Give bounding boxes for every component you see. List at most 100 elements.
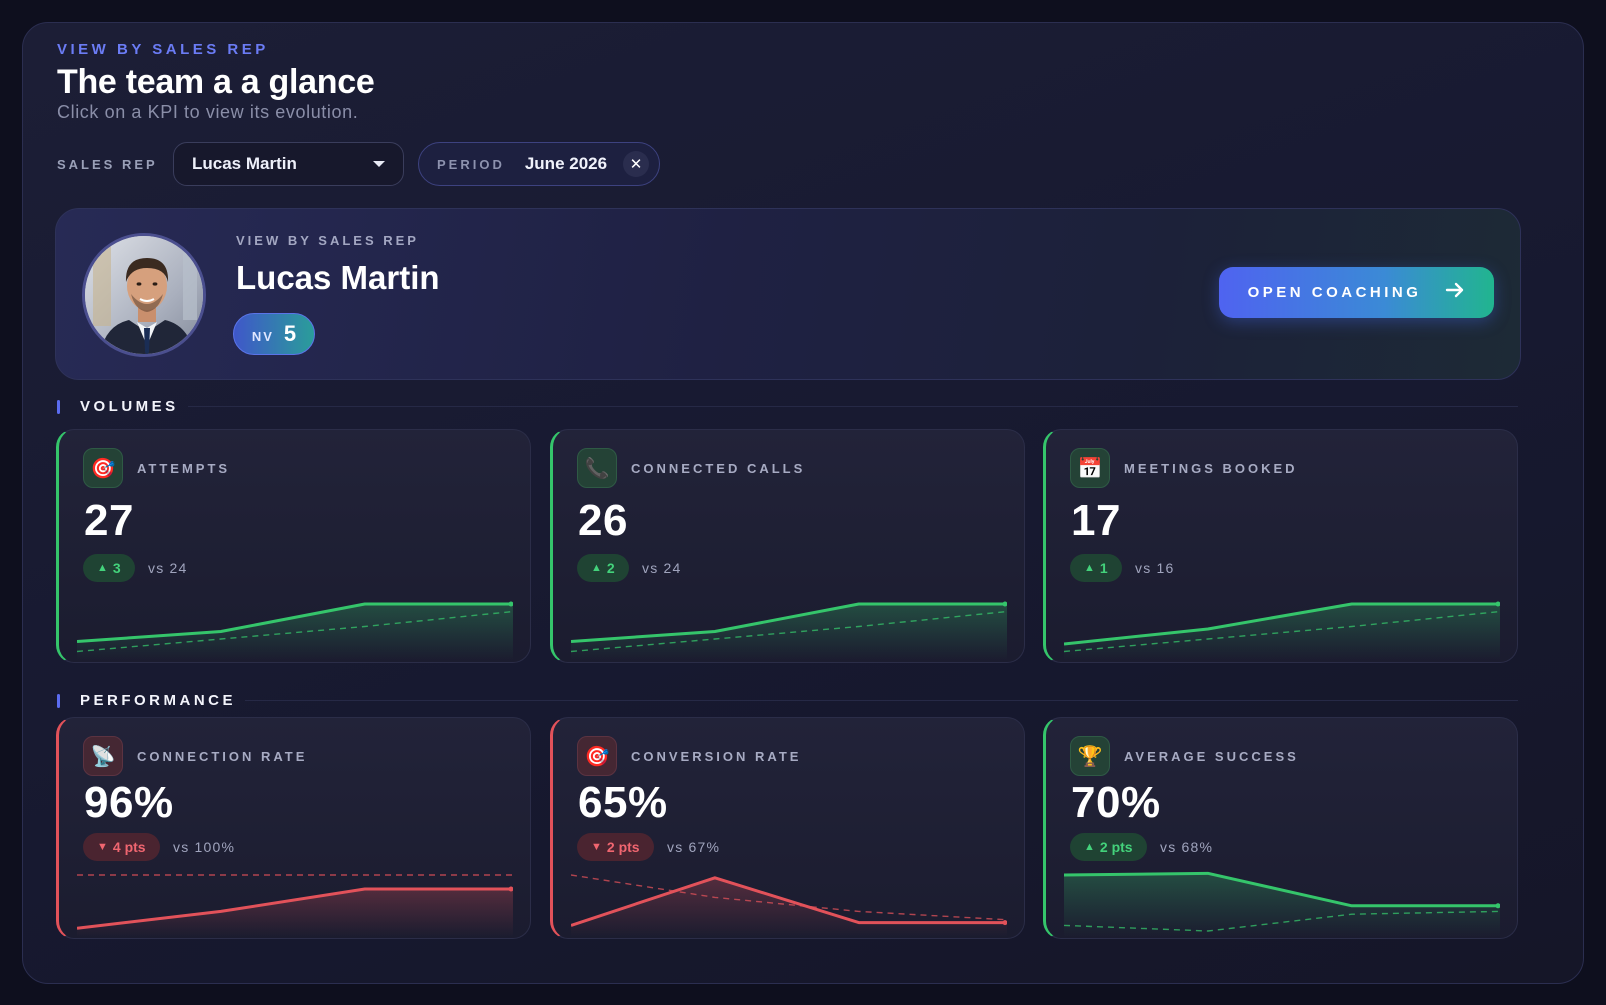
comparison-text: vs 24 bbox=[642, 560, 682, 576]
sparkline-end-dot bbox=[1002, 920, 1007, 926]
kpi-sparkline bbox=[77, 874, 513, 937]
performance-section-title: PERFORMANCE bbox=[80, 692, 237, 709]
delta-badge: ▲ 3 bbox=[83, 554, 135, 582]
sparkline-line bbox=[571, 876, 1007, 927]
kpi-sparkline bbox=[77, 601, 513, 660]
comparison-text: vs 68% bbox=[1160, 839, 1214, 855]
kpi-label: MEETINGS BOOKED bbox=[1124, 461, 1298, 476]
section-divider bbox=[188, 406, 1518, 407]
kpi-label: ATTEMPTS bbox=[137, 461, 231, 476]
arrow-right-icon bbox=[1445, 282, 1465, 303]
delta-badge: ▼ 4 pts bbox=[83, 833, 160, 861]
section-marker bbox=[57, 693, 60, 708]
period-filter-chip[interactable]: PERIOD June 2026 ✕ bbox=[418, 142, 660, 186]
team-dashboard-panel: VIEW BY SALES REP The team a a glance Cl… bbox=[22, 22, 1584, 984]
kpi-label: CONNECTION RATE bbox=[137, 749, 308, 764]
kpi-value: 26 bbox=[578, 496, 628, 545]
sparkline-end-dot bbox=[1495, 601, 1500, 607]
comparison-text: vs 24 bbox=[148, 560, 188, 576]
delta-badge: ▼ 2 pts bbox=[577, 833, 654, 861]
triangle-down-icon: ▼ bbox=[97, 841, 108, 853]
delta-badge: ▲ 2 bbox=[577, 554, 629, 582]
sparkline-line bbox=[1064, 871, 1500, 908]
page-eyebrow: VIEW BY SALES REP bbox=[57, 41, 269, 58]
sales-rep-select-value: Lucas Martin bbox=[192, 154, 297, 173]
page-subtitle: Click on a KPI to view its evolution. bbox=[57, 102, 359, 122]
open-coaching-label: OPEN COACHING bbox=[1247, 284, 1422, 301]
level-badge-value: 5 bbox=[283, 321, 297, 346]
calendar-icon: 📅 bbox=[1070, 448, 1110, 488]
rep-profile-card: VIEW BY SALES REP Lucas Martin NV 5 OPEN… bbox=[55, 208, 1521, 380]
delta-value: 1 bbox=[1099, 560, 1108, 576]
sparkline-end-dot bbox=[508, 601, 513, 607]
phone-icon: 📞 bbox=[577, 448, 617, 488]
delta-badge: ▲ 2 pts bbox=[1070, 833, 1147, 861]
kpi-card-meetings-booked[interactable]: 📅 MEETINGS BOOKED 17 ▲ 1 vs 16 bbox=[1043, 429, 1518, 663]
sparkline-end-dot bbox=[1495, 903, 1500, 909]
kpi-value: 70% bbox=[1071, 778, 1161, 827]
kpi-value: 27 bbox=[84, 496, 134, 545]
sparkline-baseline bbox=[571, 874, 1007, 921]
kpi-sparkline bbox=[1064, 601, 1500, 660]
sparkline-area bbox=[571, 877, 1007, 937]
kpi-card-connected-calls[interactable]: 📞 CONNECTED CALLS 26 ▲ 2 vs 24 bbox=[550, 429, 1025, 663]
sparkline-area bbox=[77, 604, 513, 660]
kpi-card-attempts[interactable]: 🎯 ATTEMPTS 27 ▲ 3 vs 24 bbox=[56, 429, 531, 663]
section-divider bbox=[245, 700, 1518, 701]
sparkline-baseline bbox=[571, 610, 1007, 653]
kpi-sparkline bbox=[571, 601, 1007, 660]
sparkline-area bbox=[1064, 604, 1500, 660]
page-title: The team a a glance bbox=[57, 63, 375, 101]
delta-value: 4 pts bbox=[112, 839, 146, 855]
sales-rep-select[interactable]: Lucas Martin bbox=[173, 142, 404, 186]
period-filter-label: PERIOD bbox=[437, 156, 505, 172]
delta-value: 2 pts bbox=[606, 839, 640, 855]
kpi-label: CONVERSION RATE bbox=[631, 749, 802, 764]
sparkline-area bbox=[571, 604, 1007, 660]
period-filter-value: June 2026 bbox=[524, 154, 608, 173]
sales-rep-filter-label: SALES REP bbox=[57, 157, 158, 172]
kpi-card-connection-rate[interactable]: 📡 CONNECTION RATE 96% ▼ 4 pts vs 100% bbox=[56, 717, 531, 939]
performance-section-header: PERFORMANCE bbox=[57, 692, 236, 709]
kpi-value: 17 bbox=[1071, 496, 1121, 545]
volumes-section-title: VOLUMES bbox=[80, 398, 179, 415]
profile-eyebrow: VIEW BY SALES REP bbox=[236, 233, 419, 248]
kpi-value: 96% bbox=[84, 778, 174, 827]
kpi-sparkline bbox=[571, 874, 1007, 937]
kpi-card-average-success[interactable]: 🏆 AVERAGE SUCCESS 70% ▲ 2 pts vs 68% bbox=[1043, 717, 1518, 939]
triangle-up-icon: ▲ bbox=[97, 562, 108, 574]
delta-value: 2 pts bbox=[1099, 839, 1133, 855]
section-marker bbox=[57, 399, 60, 414]
delta-value: 3 bbox=[112, 560, 121, 576]
comparison-text: vs 100% bbox=[173, 839, 236, 855]
sparkline-end-dot bbox=[1002, 601, 1007, 607]
kpi-card-conversion-rate[interactable]: 🎯 CONVERSION RATE 65% ▼ 2 pts vs 67% bbox=[550, 717, 1025, 939]
kpi-label: AVERAGE SUCCESS bbox=[1124, 749, 1299, 764]
volumes-section-header: VOLUMES bbox=[57, 398, 179, 415]
sparkline-area bbox=[77, 889, 513, 937]
sparkline-line bbox=[1064, 602, 1500, 646]
triangle-up-icon: ▲ bbox=[1084, 562, 1095, 574]
level-badge-label: NV bbox=[251, 328, 274, 344]
sparkline-end-dot bbox=[508, 886, 513, 892]
sparkline-area bbox=[1064, 873, 1500, 937]
sparkline-line bbox=[571, 602, 1007, 643]
avatar bbox=[82, 233, 206, 357]
comparison-text: vs 67% bbox=[667, 839, 721, 855]
open-coaching-button[interactable]: OPEN COACHING bbox=[1219, 267, 1494, 318]
delta-badge: ▲ 1 bbox=[1070, 554, 1122, 582]
trophy-icon: 🏆 bbox=[1070, 736, 1110, 776]
close-icon[interactable]: ✕ bbox=[623, 151, 649, 177]
rep-name: Lucas Martin bbox=[236, 259, 440, 296]
target-icon: 🎯 bbox=[83, 448, 123, 488]
target-icon: 🎯 bbox=[577, 736, 617, 776]
sparkline-line bbox=[77, 887, 513, 930]
satellite-icon: 📡 bbox=[83, 736, 123, 776]
chevron-down-icon bbox=[373, 161, 385, 167]
level-badge: NV 5 bbox=[233, 313, 315, 355]
sparkline-baseline bbox=[1064, 610, 1500, 653]
sparkline-line bbox=[77, 602, 513, 643]
kpi-label: CONNECTED CALLS bbox=[631, 461, 806, 476]
kpi-value: 65% bbox=[578, 778, 668, 827]
avatar-portrait-icon bbox=[85, 236, 203, 354]
